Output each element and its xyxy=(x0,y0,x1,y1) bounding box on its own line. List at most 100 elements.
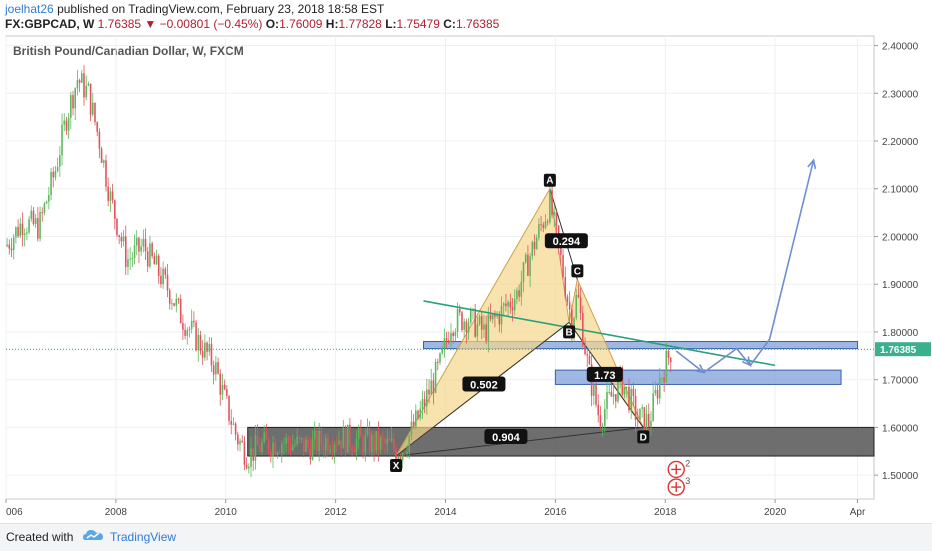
candle-body xyxy=(50,171,52,196)
candle-body xyxy=(667,350,670,358)
candle-body xyxy=(439,353,441,363)
candle-body xyxy=(206,342,208,352)
point-badge-d xyxy=(637,430,650,444)
overlay-layer: 1.76385 X A B C D 0.294 0.502 1.73 0.904 2 3 xyxy=(6,158,931,496)
symbol-label: FX:GBPCAD, W xyxy=(5,17,95,31)
candle-body xyxy=(129,258,131,260)
tradingview-brand-link[interactable]: TradingView xyxy=(110,530,177,544)
candle-body xyxy=(507,302,509,307)
candle-body xyxy=(294,444,296,446)
candle-body xyxy=(404,453,406,455)
candle-body xyxy=(151,243,153,257)
point-label-d: D xyxy=(640,432,647,443)
candle-body xyxy=(524,254,527,263)
point-badge-a xyxy=(543,173,556,187)
candle-body xyxy=(522,262,525,282)
candle-body xyxy=(300,437,303,439)
candle-body xyxy=(322,444,325,451)
candle-body xyxy=(131,257,134,259)
candle-body xyxy=(415,410,417,427)
candle-body xyxy=(221,384,224,395)
candle-body xyxy=(230,420,233,425)
candle-body xyxy=(614,394,617,402)
point-badge-c xyxy=(571,264,584,278)
candle-body xyxy=(72,95,74,109)
price-chart[interactable]: British Pound/Canadian Dollar, W, FXCM 1… xyxy=(0,0,932,523)
candle-body xyxy=(636,419,639,421)
publish-text: published on TradingView.com, February 2… xyxy=(57,2,385,16)
candle-body xyxy=(496,314,498,317)
candle-body xyxy=(564,277,567,297)
candle-body xyxy=(232,423,235,425)
projection-arrowhead-2 xyxy=(741,356,752,367)
candle-body xyxy=(669,357,672,363)
candle-body xyxy=(193,320,195,323)
candle-body xyxy=(199,335,202,352)
candle-body xyxy=(586,354,589,356)
candle-body xyxy=(650,420,652,427)
candle-body xyxy=(606,392,608,409)
candle-body xyxy=(70,95,72,118)
candle-body xyxy=(445,338,448,341)
x-tick-label: 2018 xyxy=(654,507,677,518)
candle-body xyxy=(309,446,312,460)
candle-body xyxy=(476,323,479,337)
candle-body xyxy=(549,189,551,223)
candle-body xyxy=(406,451,408,454)
candle-body xyxy=(478,316,481,324)
candle-body xyxy=(533,241,536,250)
candle-body xyxy=(542,224,545,228)
candle-body xyxy=(353,450,356,452)
candle-body xyxy=(628,386,630,411)
candle-body xyxy=(135,237,138,246)
candle-body xyxy=(166,274,169,291)
candle-body xyxy=(241,440,244,442)
candle-body xyxy=(375,431,378,451)
candle-body xyxy=(487,314,490,341)
candle-body xyxy=(219,373,222,395)
candle-body xyxy=(397,457,400,459)
candle-body xyxy=(122,236,125,242)
author-link[interactable]: joelhat26 xyxy=(5,2,54,16)
candle-body xyxy=(81,73,83,83)
y-tick-label: 2.40000 xyxy=(882,42,919,53)
candle-body xyxy=(316,430,318,452)
candle-body xyxy=(621,368,624,395)
candle-body xyxy=(467,322,470,333)
candle-body xyxy=(443,338,446,349)
created-with-label: Created with xyxy=(6,530,74,544)
candle-body xyxy=(237,434,239,445)
candle-body xyxy=(575,295,578,319)
candle-body xyxy=(617,377,619,402)
candle-body xyxy=(107,186,109,201)
candle-body xyxy=(465,321,468,333)
candle-body xyxy=(223,384,226,390)
candle-body xyxy=(133,245,136,258)
candle-body xyxy=(263,432,266,443)
candle-body xyxy=(175,298,178,306)
last-price-badge xyxy=(875,342,931,357)
candle-body xyxy=(267,439,270,452)
candle-body xyxy=(54,171,57,178)
candle-body xyxy=(450,332,452,343)
candle-body xyxy=(349,424,351,448)
zone-lower-blue xyxy=(554,369,842,385)
candle-body xyxy=(489,314,492,320)
ratio-badge xyxy=(586,366,623,382)
candle-body xyxy=(505,303,507,307)
candle-body xyxy=(179,298,182,324)
low-label: L: xyxy=(385,17,397,31)
candle-body xyxy=(346,424,349,453)
candle-body xyxy=(21,223,24,236)
change-value: ▼ −0.00801 (−0.45%) xyxy=(144,17,263,31)
candle-body xyxy=(127,259,129,268)
candle-body xyxy=(26,232,28,234)
candle-body xyxy=(190,320,193,329)
candle-body xyxy=(142,238,145,247)
candle-body xyxy=(658,378,661,399)
candle-body xyxy=(162,268,164,285)
candle-body xyxy=(599,415,602,427)
point-badge-x xyxy=(390,459,403,473)
candle-body xyxy=(360,428,362,437)
candle-body xyxy=(546,221,549,223)
